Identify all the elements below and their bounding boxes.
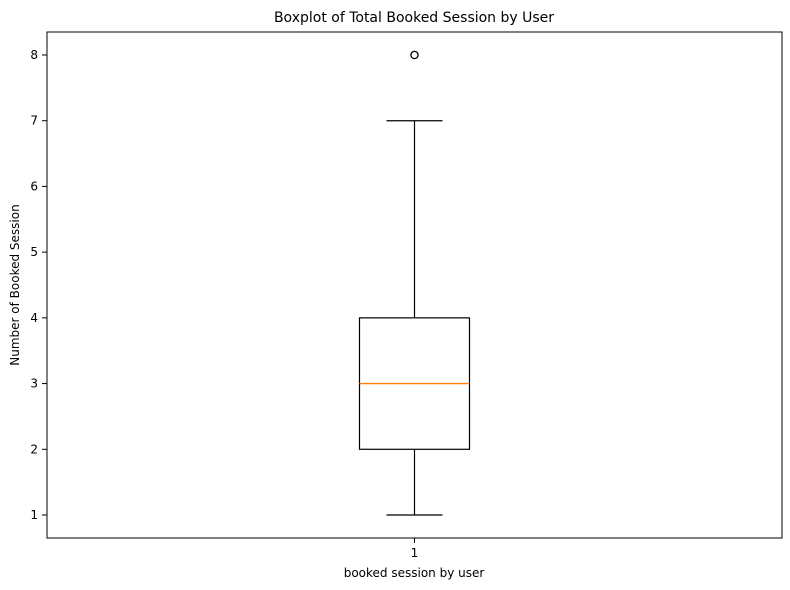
y-tick-label: 6	[30, 179, 38, 193]
y-axis-label: Number of Booked Session	[8, 204, 22, 365]
outlier-point	[410, 50, 419, 60]
x-tick-label: 1	[411, 546, 419, 560]
y-tick-label: 4	[30, 311, 38, 325]
boxplot-marks	[358, 50, 471, 516]
x-axis: 1	[411, 538, 419, 560]
y-tick-label: 8	[30, 48, 38, 62]
y-axis: 1 2 3 4 5 6 7 8	[30, 48, 47, 522]
y-tick-label: 5	[30, 245, 38, 259]
y-tick-label: 1	[30, 508, 38, 522]
x-axis-label: booked session by user	[344, 566, 485, 580]
y-tick-label: 7	[30, 114, 38, 128]
chart-title: Boxplot of Total Booked Session by User	[274, 10, 554, 26]
y-tick-label: 2	[30, 442, 38, 456]
y-tick-label: 3	[30, 377, 38, 391]
